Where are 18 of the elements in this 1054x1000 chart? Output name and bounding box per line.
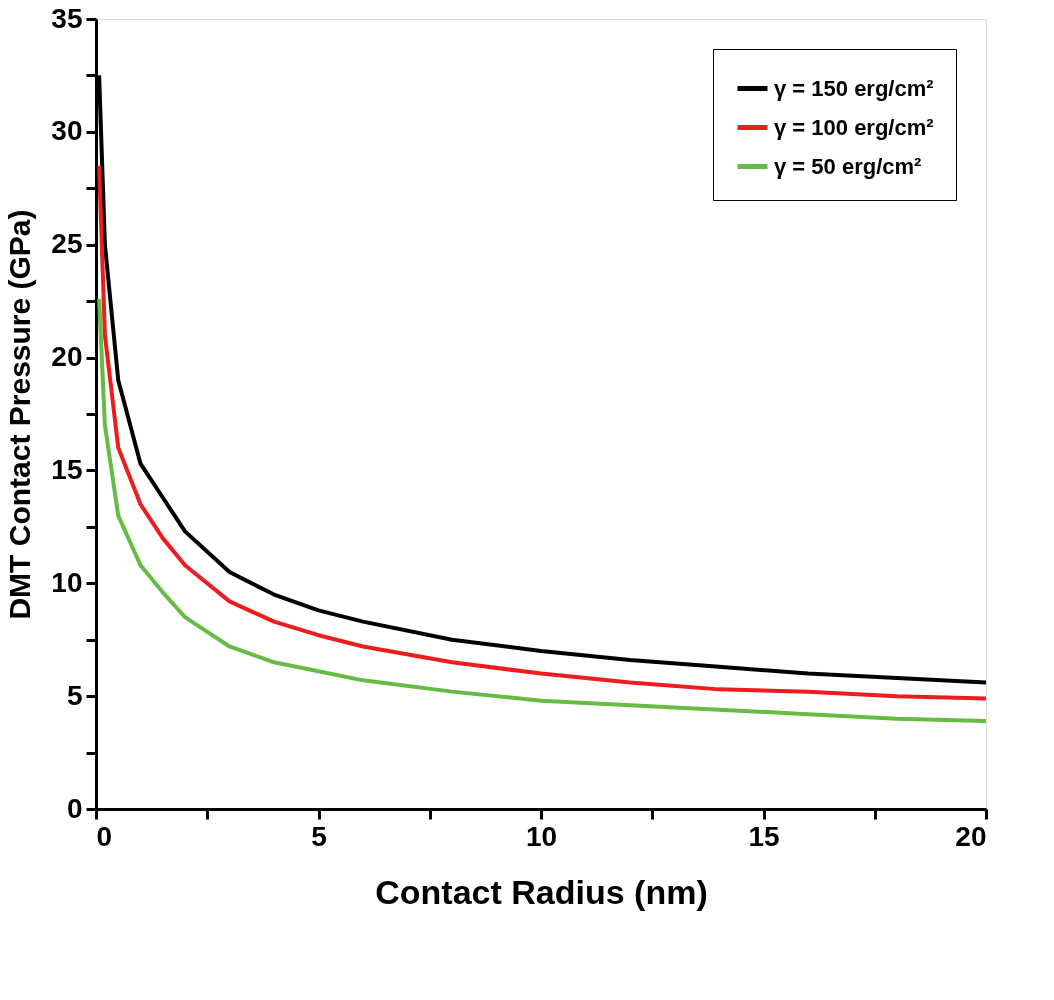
y-tick-label: 25: [51, 228, 83, 260]
x-tick-label: 20: [955, 820, 987, 852]
y-tick-label: 20: [51, 341, 83, 373]
y-tick-label: 0: [66, 792, 83, 824]
x-tick-label: 15: [748, 820, 780, 852]
legend-label: γ = 50 erg/cm²: [774, 153, 922, 179]
legend-label: γ = 100 erg/cm²: [774, 114, 934, 140]
x-axis-title: Contact Radius (nm): [375, 872, 708, 911]
y-tick-label: 10: [51, 566, 83, 598]
y-tick-label: 35: [51, 2, 83, 34]
x-tick-label: 10: [525, 820, 558, 852]
x-tick-label: 0: [96, 820, 113, 852]
x-tick-label: 5: [311, 820, 327, 852]
y-tick-label: 30: [51, 115, 83, 147]
y-axis-title: DMT Contact Pressure (GPa): [3, 209, 37, 620]
y-tick-label: 5: [66, 679, 83, 711]
y-tick-label: 15: [51, 453, 83, 485]
legend-label: γ = 150 erg/cm²: [774, 75, 934, 101]
